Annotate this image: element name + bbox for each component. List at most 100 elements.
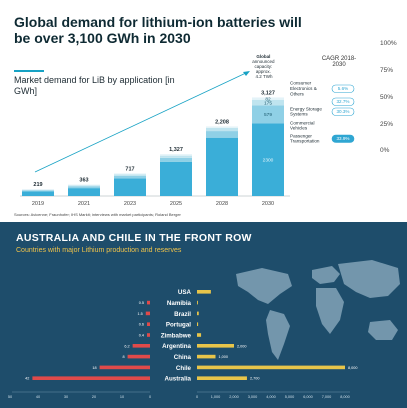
country-label-Namibia: Namibia (167, 300, 192, 307)
country-label-Portugal: Portugal (166, 322, 191, 329)
reserves-label-Australia: 2,700 (250, 377, 260, 381)
segment-label-2030-0: 2300 (263, 158, 274, 164)
country-label-Australia: Australia (165, 376, 192, 383)
production-bar-China (127, 354, 150, 359)
bar-segment-2023-1 (114, 175, 146, 179)
reserves-bar-Argentina (197, 344, 234, 348)
bar-segment-2021-0 (68, 188, 100, 196)
production-label-Portugal: 0.6 (139, 323, 144, 327)
south-america-shape (266, 310, 290, 360)
lib-demand-panel: Global demand for lithium-ion batteries … (14, 14, 397, 217)
bar-segment-2019-3 (22, 189, 54, 190)
legend-label-4: Passenger Transportation (290, 133, 320, 143)
legend-label-0: Consumer Electronics & Others (290, 81, 317, 97)
segment-label-2030-3: 82 (265, 96, 271, 102)
bar-segment-2025-3 (160, 154, 192, 156)
cagr-pill-1 (331, 97, 355, 106)
production-label-Zimbabwe: 0.4 (139, 334, 144, 338)
bar-segment-2025-1 (160, 157, 192, 162)
cagr-heading: CAGR 2018-2030 (321, 56, 357, 68)
australia-shape (368, 320, 398, 340)
bar-segment-2030-1 (252, 105, 284, 124)
reserves-label-China: 1,000 (219, 355, 229, 359)
country-label-Zimbabwe: Zimbabwe (161, 332, 192, 339)
country-label-Chile: Chile (176, 365, 192, 372)
total-label-2023: 717 (125, 166, 134, 172)
reserves-bar-Australia (197, 376, 247, 380)
segment-label-2030-1: 579 (264, 112, 272, 118)
bar-segment-2021-2 (68, 185, 100, 187)
year-label-2021: 2021 (78, 201, 90, 207)
countries-subtitle: Countries with major Lithium production … (16, 247, 182, 254)
production-tick-0: 0 (149, 395, 151, 399)
country-label-Brazil: Brazil (174, 311, 191, 318)
reserves-tick-3: 3,000 (248, 395, 258, 399)
reserves-bar-Zimbabwe (197, 333, 202, 337)
production-label-Chile: 18 (92, 366, 96, 370)
reserves-label-Chile: 8,000 (348, 366, 358, 370)
production-tick-50: 50 (8, 395, 12, 399)
world-map-background (236, 260, 400, 360)
europe-shape (312, 266, 340, 284)
production-bar-Namibia (147, 300, 150, 305)
reserves-bar-Portugal (197, 322, 199, 326)
bar-segment-2025-0 (160, 161, 192, 196)
production-bar-Australia (32, 376, 150, 380)
reserves-bar-Brazil (197, 311, 199, 316)
year-label-2030: 2030 (262, 201, 274, 207)
year-label-2028: 2028 (216, 201, 228, 207)
reserves-label-Argentina: 2,000 (237, 344, 247, 348)
bar-segment-2028-0 (206, 137, 238, 196)
production-label-Australia: 42 (25, 377, 29, 381)
reserves-bar-USA (197, 290, 211, 294)
scale-label-0: 0% (380, 147, 390, 154)
country-label-Argentina: Argentina (162, 343, 191, 350)
lithium-countries-panel: AUSTRALIA AND CHILE IN THE FRONT ROW Cou… (0, 222, 407, 408)
asia-shape (338, 260, 400, 298)
reserves-tick-6: 6,000 (303, 395, 313, 399)
production-label-China: 8 (122, 355, 124, 359)
production-label-Namibia: 0.5 (139, 301, 144, 305)
bar-segment-2019-1 (22, 190, 54, 192)
production-bar-Zimbabwe (147, 333, 150, 337)
year-label-2023: 2023 (124, 201, 136, 207)
bar-segment-2019-0 (22, 191, 54, 196)
lib-demand-chart: 219 2019 363 2021 717 2023 1,327 2025 2,208 2028 3… (20, 54, 355, 207)
scale-label-100: 100% (380, 40, 397, 47)
sources-note: Sources: Avicenne; Fraunhofer; IHS Marki… (14, 212, 181, 217)
africa-shape (316, 288, 344, 334)
cagr-pill-0 (331, 84, 355, 93)
country-label-China: China (174, 354, 192, 361)
growth-trend-arrow (34, 71, 249, 173)
production-bar-Brazil (145, 311, 150, 316)
bar-segment-2023-2 (114, 174, 146, 176)
bar-segment-2023-3 (114, 173, 146, 175)
lib-demand-subtitle: Market demand for LiB by application [in… (14, 75, 175, 96)
title-accent-rule (14, 70, 44, 72)
reserves-bar-Namibia (197, 300, 198, 305)
production-bar-Chile (99, 365, 150, 370)
global-capacity-note: Global announced capacity: approx. 4.2 T… (252, 54, 276, 79)
bar-segment-2023-0 (114, 178, 146, 196)
legend-label-2: Energy Storage Systems (290, 106, 322, 116)
bar-segment-2021-3 (68, 184, 100, 186)
scale-label-75: 75% (380, 67, 394, 74)
scale-label-50: 50% (380, 94, 394, 101)
production-bar-Portugal (147, 322, 150, 326)
bar-segment-2028-2 (206, 127, 238, 132)
cagr-value-1: 32.7% (336, 99, 349, 104)
reserves-bar-Chile (197, 365, 345, 370)
reserves-tick-7: 7,000 (322, 395, 332, 399)
reserves-tick-5: 5,000 (285, 395, 295, 399)
cagr-value-4: 33.9% (336, 136, 349, 141)
total-label-2030: 3,127 (261, 90, 275, 96)
lithium-countries-chart: USA Namibia 0.5 Brazil 1.5 Portugal 0.6 Zimbabw… (8, 260, 400, 399)
bar-segment-2030-2 (252, 99, 284, 106)
production-tick-10: 10 (120, 395, 124, 399)
reserves-tick-8: 8,000 (340, 395, 350, 399)
bar-segment-2025-2 (160, 155, 192, 158)
cagr-pill-4 (331, 134, 355, 143)
country-label-USA: USA (178, 289, 192, 296)
production-bar-Argentina (132, 344, 150, 348)
countries-title: AUSTRALIA AND CHILE IN THE FRONT ROW (16, 232, 252, 244)
